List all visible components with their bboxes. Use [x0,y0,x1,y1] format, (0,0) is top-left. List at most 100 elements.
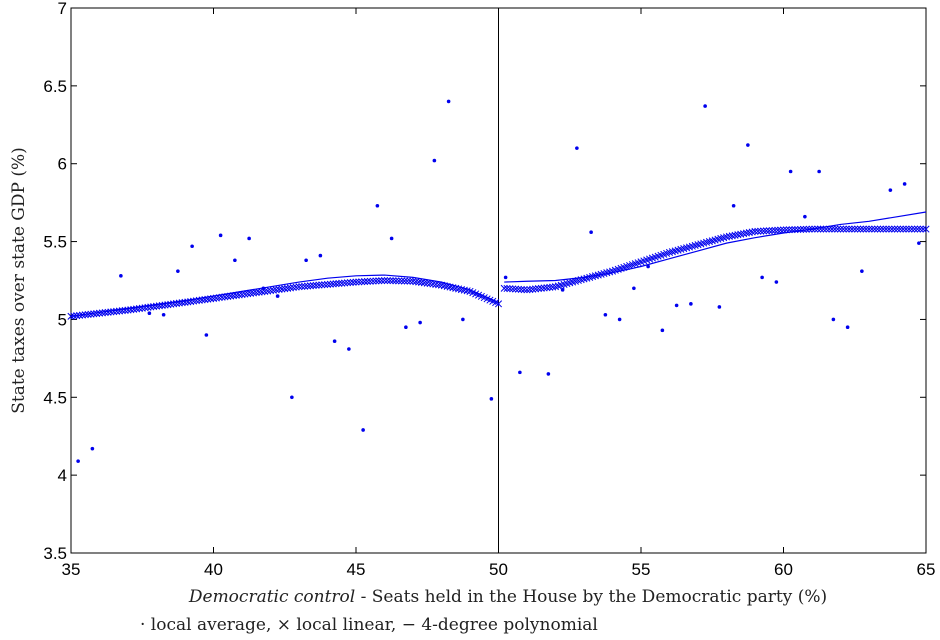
marker-stroke [811,225,819,233]
local-linear-marker [323,280,332,288]
marker-stroke [845,225,853,233]
y-tick-label: 4 [58,466,67,485]
local-average-point [746,143,750,147]
local-linear-marker [301,282,309,290]
local-linear-marker [332,280,340,288]
local-linear-marker [828,225,836,233]
local-linear-marker [437,281,446,289]
marker-stroke [113,307,121,315]
marker-stroke [865,225,873,233]
marker-stroke [771,226,779,234]
marker-stroke [409,277,417,285]
local-linear-marker [158,301,166,309]
local-linear-marker [409,277,417,285]
marker-stroke [825,225,833,233]
local-average-point [218,233,223,238]
local-average-point [546,372,551,376]
marker-stroke [785,226,793,234]
axis-ticks [70,7,927,554]
local-linear-marker [400,277,409,285]
local-linear-marker [232,291,240,299]
local-linear-marker [113,307,121,315]
local-linear-marker [851,225,859,233]
local-linear-marker [366,277,374,285]
marker-stroke [537,284,545,292]
marker-stroke [831,225,839,233]
marker-stroke [306,282,314,290]
series-local-average [76,99,921,463]
local-average-point [347,347,351,351]
local-average-point [831,317,836,322]
local-linear-marker [284,284,292,292]
marker-stroke [503,284,511,293]
marker-stroke [98,309,106,317]
local-average-point [575,146,579,150]
local-average-point [731,203,736,208]
local-linear-marker [329,280,337,288]
local-linear-marker [107,308,115,316]
marker-stroke [175,299,183,307]
marker-stroke [366,277,374,285]
y-tick-label: 6 [58,155,67,174]
marker-stroke [549,283,557,291]
local-linear-marker [326,280,334,288]
marker-stroke [742,229,751,237]
marker-stroke [215,294,223,302]
marker-stroke [455,285,463,293]
marker-stroke [303,282,312,290]
local-linear-marker [435,281,443,289]
local-average-point [760,275,764,280]
local-linear-marker [152,302,161,310]
local-linear-marker [797,225,805,233]
marker-stroke [389,277,397,285]
marker-stroke [229,292,238,300]
local-linear-marker [799,225,808,233]
marker-stroke [754,227,762,235]
local-linear-marker [891,225,899,233]
marker-stroke [734,231,742,239]
marker-stroke [289,283,297,292]
local-average-point [902,182,907,186]
marker-stroke [774,226,782,234]
local-linear-marker [768,226,776,235]
marker-stroke [255,288,263,296]
marker-stroke [355,278,363,286]
marker-stroke [517,285,525,294]
marker-stroke [805,225,813,233]
local-average-point [774,280,779,284]
local-linear-marker [98,309,106,317]
local-linear-marker [774,226,782,234]
local-linear-marker [728,232,736,240]
marker-stroke [474,291,483,299]
marker-stroke [75,311,84,319]
local-linear-marker [762,227,770,235]
marker-stroke [896,225,904,233]
marker-stroke [386,277,394,285]
local-linear-marker [882,225,890,233]
marker-stroke [779,226,788,234]
marker-stroke [201,296,209,304]
marker-stroke [472,290,480,298]
local-linear-marker [392,277,400,285]
marker-stroke [839,225,847,233]
local-linear-marker [785,226,793,234]
local-linear-marker [187,297,195,306]
marker-stroke [78,311,86,319]
marker-stroke [415,278,423,286]
marker-stroke [529,285,537,293]
local-linear-marker [87,310,95,318]
local-average-point [318,253,323,258]
local-linear-marker [338,279,346,287]
marker-stroke [848,225,856,233]
local-linear-marker [429,280,437,288]
local-linear-marker [865,225,873,233]
local-linear-marker [275,285,283,294]
marker-stroke [172,299,181,308]
marker-stroke [178,299,186,307]
marker-stroke [873,225,882,233]
local-linear-marker [512,285,520,293]
local-average-point [589,230,593,235]
marker-stroke [808,225,816,233]
local-linear-marker [204,295,212,303]
local-linear-marker [341,279,349,287]
